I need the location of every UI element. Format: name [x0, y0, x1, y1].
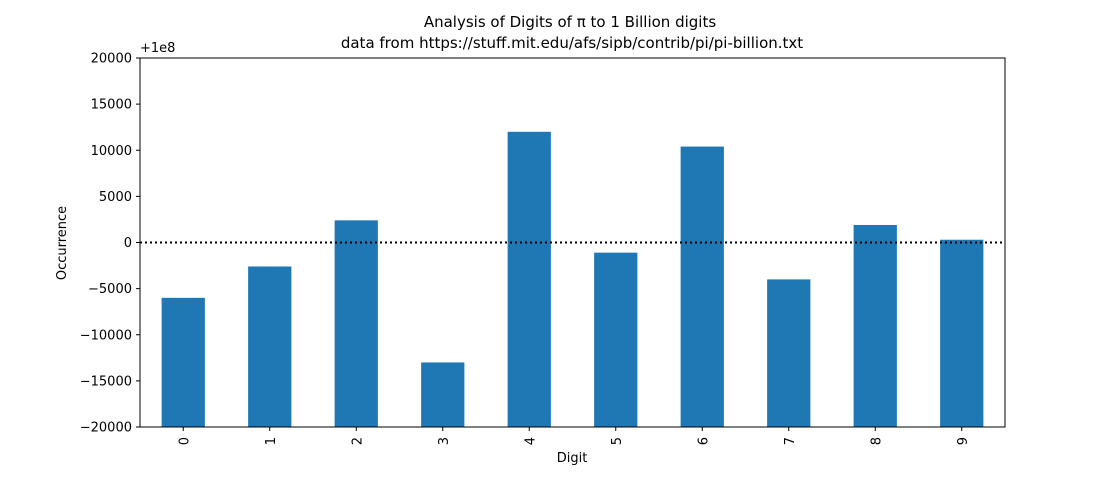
bar — [161, 297, 205, 427]
chart-title: Analysis of Digits of π to 1 Billion dig… — [424, 13, 717, 31]
bar — [507, 131, 551, 428]
x-tick-label: 6 — [696, 437, 711, 445]
chart-subtitle: data from https://stuff.mit.edu/afs/sipb… — [341, 34, 803, 52]
bar — [421, 362, 465, 427]
x-tick-label: 0 — [177, 437, 192, 445]
bar — [853, 224, 897, 427]
y-tick-label: 20000 — [91, 52, 132, 67]
x-tick-label: 8 — [869, 437, 884, 445]
offset-text: +1e8 — [140, 41, 175, 56]
x-tick-label: 4 — [523, 437, 538, 445]
x-tick-label: 3 — [437, 437, 452, 445]
x-tick-label: 2 — [350, 437, 365, 445]
y-tick-label: −20000 — [80, 421, 132, 436]
x-tick-label: 9 — [956, 437, 971, 445]
y-tick-label: −5000 — [88, 282, 132, 297]
y-tick-label: 10000 — [91, 144, 132, 159]
bar — [594, 252, 638, 427]
bar — [680, 146, 724, 427]
x-tick-label: 1 — [264, 437, 279, 445]
y-tick-label: 0 — [124, 236, 132, 251]
bar — [248, 266, 292, 427]
plot-frame — [139, 57, 1006, 428]
y-axis-label: Occurrence — [55, 206, 70, 280]
y-tick-label: 5000 — [99, 190, 132, 205]
bar — [334, 220, 378, 427]
y-tick-label: −10000 — [80, 328, 132, 343]
y-tick-label: −15000 — [80, 374, 132, 389]
x-tick-label: 7 — [783, 437, 798, 445]
x-axis-label: Digit — [557, 451, 588, 466]
bar — [767, 279, 811, 427]
bar — [940, 239, 984, 427]
x-tick-label: 5 — [610, 437, 625, 445]
y-tick-label: 15000 — [91, 98, 132, 113]
